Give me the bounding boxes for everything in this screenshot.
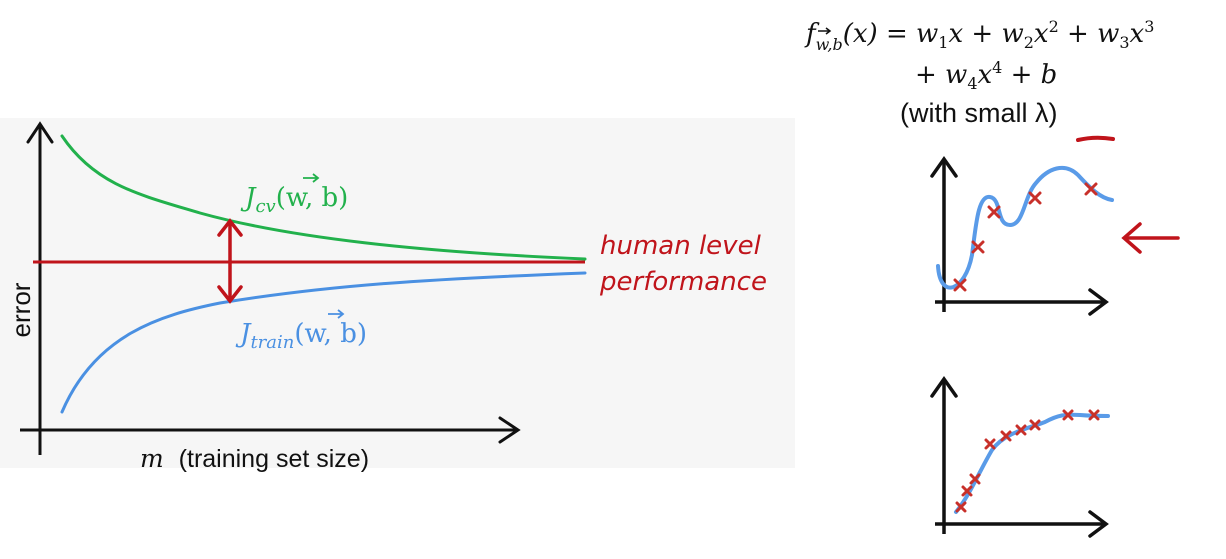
x-axis-label: m (training set size) bbox=[140, 444, 369, 473]
vector-arrow-icon bbox=[818, 27, 832, 35]
train-error-curve bbox=[60, 271, 587, 414]
human-level-label-line2: performance bbox=[599, 267, 767, 297]
fit-bottom-x-arrowhead bbox=[1088, 510, 1109, 538]
vector-arrow-icon bbox=[328, 309, 345, 319]
learning-curve-panel bbox=[0, 118, 795, 468]
cv-error-curve bbox=[60, 134, 587, 261]
x-axis-var: m bbox=[140, 444, 164, 473]
lambda-underline bbox=[1076, 135, 1115, 142]
double-arrow-icon bbox=[217, 218, 243, 304]
fit-top-x-arrowhead bbox=[1088, 288, 1109, 316]
x-mark-icon bbox=[953, 182, 1098, 292]
jtrain-label: Jtrain(w, b) bbox=[235, 319, 367, 353]
formula-line2: + w4x4 + b bbox=[915, 58, 1057, 93]
x-mark-icon bbox=[955, 409, 1100, 513]
x-axis-text: (training set size) bbox=[179, 445, 369, 473]
fit-top-y-arrowhead bbox=[930, 155, 958, 178]
fit-examples-panel bbox=[800, 0, 1226, 559]
fit-bottom-y-arrowhead bbox=[930, 375, 958, 398]
y-axis-arrowhead bbox=[26, 121, 54, 144]
formula-note: (with small λ) bbox=[900, 98, 1058, 128]
left-arrow-icon bbox=[1121, 222, 1180, 254]
y-axis-label: error bbox=[6, 282, 36, 337]
jcv-label: Jcv(w, b) bbox=[240, 183, 348, 217]
vector-arrow-icon bbox=[303, 173, 320, 183]
formula-line1: fw,b(x) = w1x + w2x2 + w3x3 bbox=[804, 17, 1154, 54]
goodfit-curve bbox=[954, 412, 1110, 514]
overfit-curve bbox=[936, 165, 1114, 290]
x-axis-arrowhead bbox=[498, 416, 521, 444]
human-level-label-line1: human level bbox=[600, 231, 762, 261]
